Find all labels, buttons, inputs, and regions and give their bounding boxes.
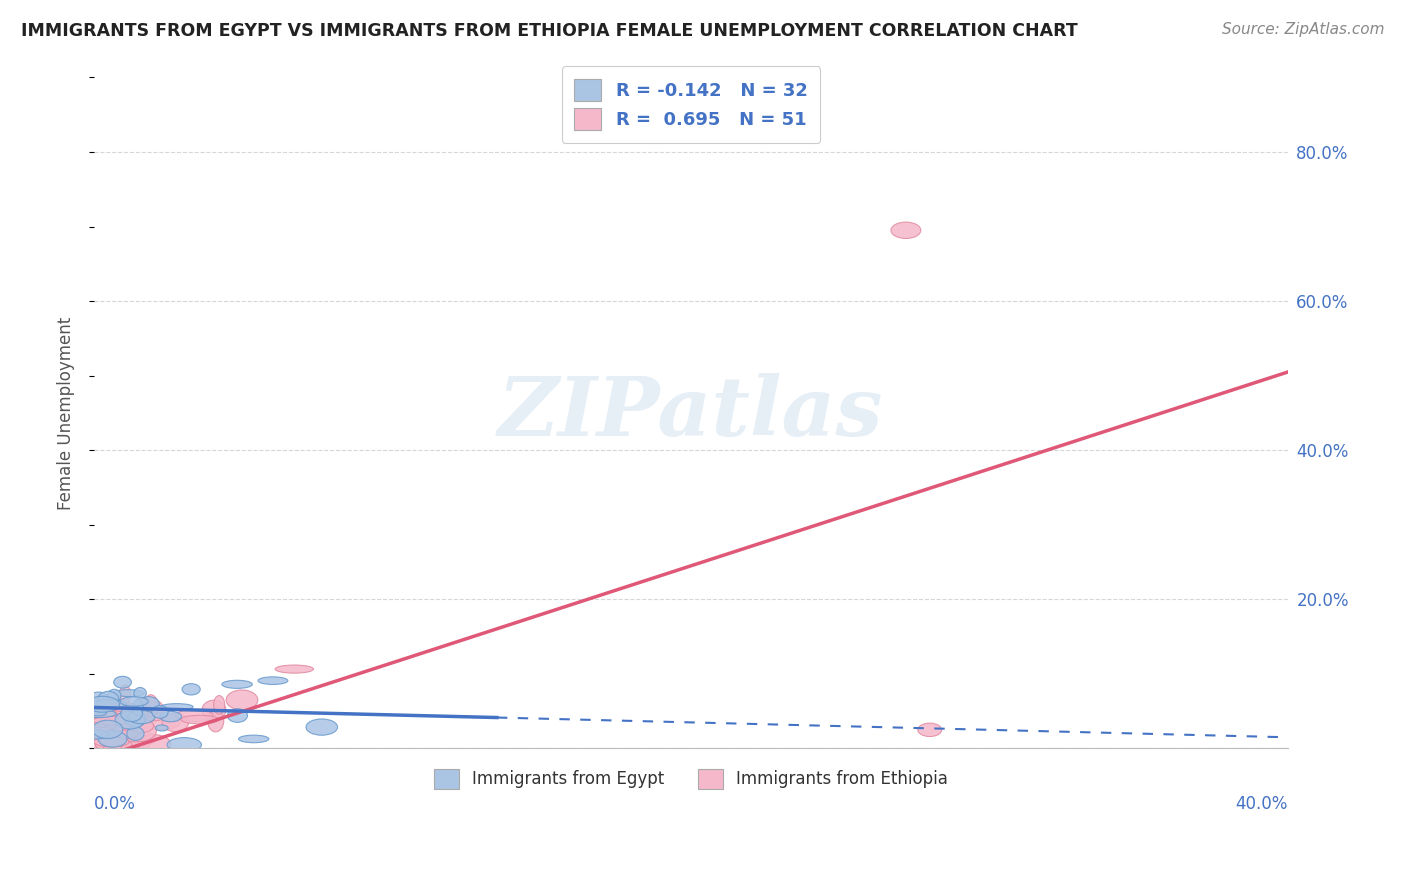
- Ellipse shape: [100, 708, 136, 728]
- Ellipse shape: [86, 697, 120, 712]
- Text: 40.0%: 40.0%: [1236, 796, 1288, 814]
- Ellipse shape: [90, 734, 104, 755]
- Ellipse shape: [111, 718, 129, 736]
- Ellipse shape: [90, 709, 107, 716]
- Ellipse shape: [127, 727, 143, 740]
- Ellipse shape: [918, 723, 942, 737]
- Text: IMMIGRANTS FROM EGYPT VS IMMIGRANTS FROM ETHIOPIA FEMALE UNEMPLOYMENT CORRELATIO: IMMIGRANTS FROM EGYPT VS IMMIGRANTS FROM…: [21, 22, 1078, 40]
- Ellipse shape: [162, 713, 188, 731]
- Ellipse shape: [122, 718, 153, 733]
- Text: ZIPatlas: ZIPatlas: [498, 373, 884, 453]
- Ellipse shape: [103, 738, 143, 747]
- Ellipse shape: [226, 690, 257, 710]
- Ellipse shape: [129, 719, 146, 733]
- Ellipse shape: [93, 699, 127, 708]
- Text: Source: ZipAtlas.com: Source: ZipAtlas.com: [1222, 22, 1385, 37]
- Ellipse shape: [222, 681, 252, 689]
- Ellipse shape: [93, 716, 131, 725]
- Ellipse shape: [110, 714, 129, 730]
- Ellipse shape: [138, 697, 159, 711]
- Ellipse shape: [120, 739, 145, 750]
- Ellipse shape: [94, 713, 125, 728]
- Ellipse shape: [202, 700, 226, 720]
- Ellipse shape: [121, 706, 142, 722]
- Ellipse shape: [156, 725, 169, 731]
- Ellipse shape: [84, 737, 110, 748]
- Ellipse shape: [87, 692, 110, 707]
- Ellipse shape: [98, 731, 127, 747]
- Ellipse shape: [276, 665, 314, 673]
- Legend: Immigrants from Egypt, Immigrants from Ethiopia: Immigrants from Egypt, Immigrants from E…: [422, 757, 960, 800]
- Ellipse shape: [120, 697, 148, 706]
- Text: 0.0%: 0.0%: [94, 796, 136, 814]
- Ellipse shape: [127, 707, 157, 720]
- Ellipse shape: [160, 704, 193, 710]
- Ellipse shape: [208, 710, 224, 731]
- Ellipse shape: [214, 696, 225, 714]
- Ellipse shape: [152, 706, 169, 718]
- Ellipse shape: [228, 709, 247, 723]
- Ellipse shape: [103, 738, 122, 752]
- Ellipse shape: [111, 713, 145, 722]
- Ellipse shape: [98, 691, 118, 707]
- Ellipse shape: [101, 736, 112, 751]
- Ellipse shape: [77, 715, 117, 728]
- Ellipse shape: [114, 676, 131, 688]
- Ellipse shape: [259, 677, 288, 684]
- Ellipse shape: [124, 711, 146, 727]
- Ellipse shape: [134, 699, 143, 716]
- Ellipse shape: [86, 730, 108, 739]
- Ellipse shape: [120, 685, 131, 704]
- Ellipse shape: [152, 701, 163, 717]
- Ellipse shape: [145, 733, 156, 744]
- Ellipse shape: [891, 222, 921, 238]
- Ellipse shape: [128, 710, 155, 723]
- Ellipse shape: [104, 709, 118, 730]
- Ellipse shape: [107, 690, 121, 702]
- Ellipse shape: [138, 735, 172, 755]
- Ellipse shape: [115, 720, 156, 742]
- Ellipse shape: [110, 703, 141, 723]
- Ellipse shape: [181, 683, 200, 695]
- Ellipse shape: [134, 688, 146, 699]
- Ellipse shape: [124, 733, 149, 755]
- Ellipse shape: [104, 703, 120, 723]
- Ellipse shape: [307, 719, 337, 735]
- Ellipse shape: [94, 737, 129, 747]
- Ellipse shape: [97, 735, 108, 746]
- Ellipse shape: [91, 710, 124, 719]
- Ellipse shape: [160, 711, 181, 722]
- Ellipse shape: [82, 710, 117, 717]
- Ellipse shape: [111, 717, 132, 732]
- Ellipse shape: [96, 739, 132, 751]
- Ellipse shape: [115, 703, 138, 712]
- Ellipse shape: [135, 705, 149, 720]
- Ellipse shape: [239, 735, 269, 743]
- Y-axis label: Female Unemployment: Female Unemployment: [58, 317, 75, 509]
- Ellipse shape: [141, 717, 180, 730]
- Ellipse shape: [100, 703, 124, 723]
- Ellipse shape: [167, 738, 201, 752]
- Ellipse shape: [143, 713, 165, 721]
- Ellipse shape: [143, 695, 157, 717]
- Ellipse shape: [112, 690, 145, 697]
- Ellipse shape: [96, 723, 129, 734]
- Ellipse shape: [115, 711, 145, 729]
- Ellipse shape: [83, 717, 115, 727]
- Ellipse shape: [115, 730, 138, 739]
- Ellipse shape: [93, 720, 122, 739]
- Ellipse shape: [176, 709, 214, 722]
- Ellipse shape: [94, 705, 108, 723]
- Ellipse shape: [181, 715, 219, 724]
- Ellipse shape: [100, 717, 115, 739]
